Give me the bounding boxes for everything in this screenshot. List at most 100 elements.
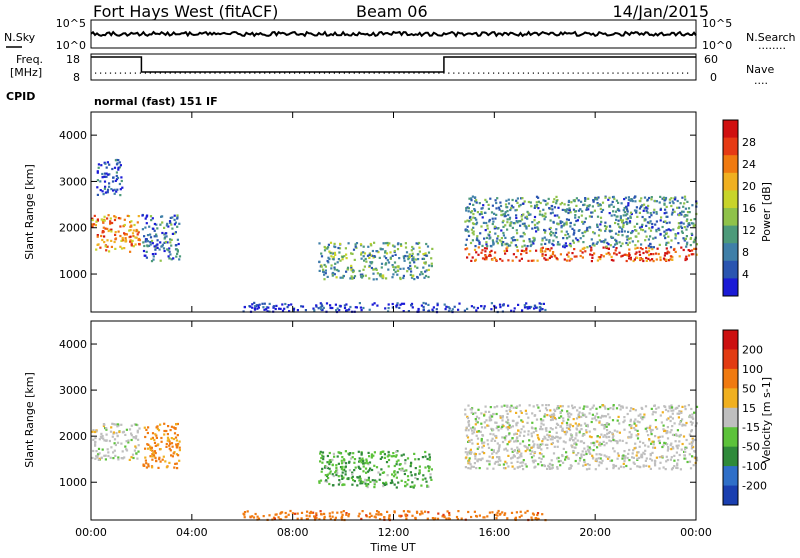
data-cell: [602, 246, 605, 249]
data-cell: [94, 443, 97, 446]
data-cell: [444, 308, 447, 311]
data-cell: [154, 452, 157, 455]
data-cell: [351, 277, 354, 280]
data-cell: [408, 510, 411, 513]
velocity-cells: [91, 404, 699, 522]
data-cell: [545, 427, 548, 430]
data-cell: [558, 243, 561, 246]
data-cell: [387, 261, 391, 264]
colorbar-segment: [723, 278, 738, 297]
data-cell: [651, 440, 654, 443]
data-cell: [506, 412, 509, 415]
data-cell: [423, 276, 426, 279]
data-cell: [618, 422, 621, 425]
data-cell: [516, 457, 519, 460]
data-cell: [541, 440, 544, 443]
data-cell: [368, 469, 371, 472]
data-cell: [337, 246, 340, 250]
data-cell: [488, 218, 491, 222]
data-cell: [575, 443, 578, 446]
data-cell: [481, 257, 485, 260]
data-cell: [403, 472, 406, 476]
data-cell: [382, 485, 385, 488]
data-cell: [345, 270, 348, 273]
data-cell: [468, 217, 472, 220]
data-cell: [594, 415, 597, 418]
data-cell: [130, 432, 133, 435]
data-cell: [569, 257, 572, 260]
data-cell: [663, 230, 666, 233]
nave-dot: [443, 72, 445, 74]
data-cell: [665, 205, 668, 208]
data-cell: [537, 207, 540, 210]
data-cell: [649, 245, 652, 249]
data-cell: [627, 435, 630, 439]
data-cell: [643, 196, 647, 199]
data-cell: [110, 230, 113, 233]
data-cell: [177, 443, 180, 446]
data-cell: [341, 465, 344, 468]
data-cell: [346, 268, 350, 271]
data-cell: [168, 257, 171, 260]
data-cell: [436, 517, 440, 520]
data-cell: [360, 276, 364, 279]
data-cell: [330, 255, 333, 258]
data-cell: [520, 428, 523, 431]
data-cell: [546, 467, 549, 470]
data-cell: [603, 427, 606, 430]
nave-dot: [164, 72, 166, 74]
data-cell: [648, 247, 651, 250]
data-cell: [692, 222, 695, 225]
data-cell: [650, 459, 654, 462]
data-cell: [523, 244, 526, 247]
data-cell: [313, 309, 316, 312]
data-cell: [167, 255, 170, 258]
data-cell: [541, 254, 544, 257]
data-cell: [563, 246, 566, 249]
data-cell: [635, 256, 639, 259]
data-cell: [300, 305, 303, 308]
data-cell: [604, 221, 607, 224]
data-cell: [680, 230, 684, 233]
data-cell: [480, 412, 483, 415]
data-cell: [392, 265, 395, 268]
data-cell: [467, 230, 470, 233]
data-cell: [332, 271, 335, 275]
data-cell: [125, 428, 128, 431]
data-cell: [483, 452, 486, 455]
data-cell: [174, 221, 177, 224]
data-cell: [104, 454, 107, 457]
data-cell: [526, 447, 529, 450]
data-cell: [360, 458, 363, 461]
data-cell: [523, 222, 526, 225]
data-cell: [491, 217, 494, 220]
data-cell: [556, 243, 559, 246]
data-cell: [522, 468, 525, 471]
data-cell: [510, 457, 513, 460]
data-cell: [536, 222, 539, 225]
data-cell: [113, 215, 116, 218]
data-cell: [96, 454, 99, 457]
data-cell: [555, 200, 558, 203]
data-cell: [644, 427, 647, 430]
data-cell: [347, 242, 350, 245]
data-cell: [544, 229, 547, 232]
data-cell: [424, 477, 427, 480]
data-cell: [600, 240, 603, 243]
data-cell: [134, 445, 137, 448]
data-cell: [147, 463, 150, 466]
data-cell: [550, 247, 553, 250]
data-cell: [648, 439, 651, 442]
data-cell: [372, 278, 375, 281]
data-cell: [471, 432, 474, 435]
data-cell: [479, 430, 482, 433]
data-cell: [467, 510, 470, 514]
data-cell: [373, 464, 376, 467]
data-cell: [491, 258, 494, 261]
data-cell: [123, 247, 126, 250]
data-cell: [589, 448, 592, 451]
data-cell: [653, 208, 656, 211]
data-cell: [469, 448, 472, 451]
data-cell: [600, 462, 603, 465]
data-cell: [150, 455, 153, 458]
